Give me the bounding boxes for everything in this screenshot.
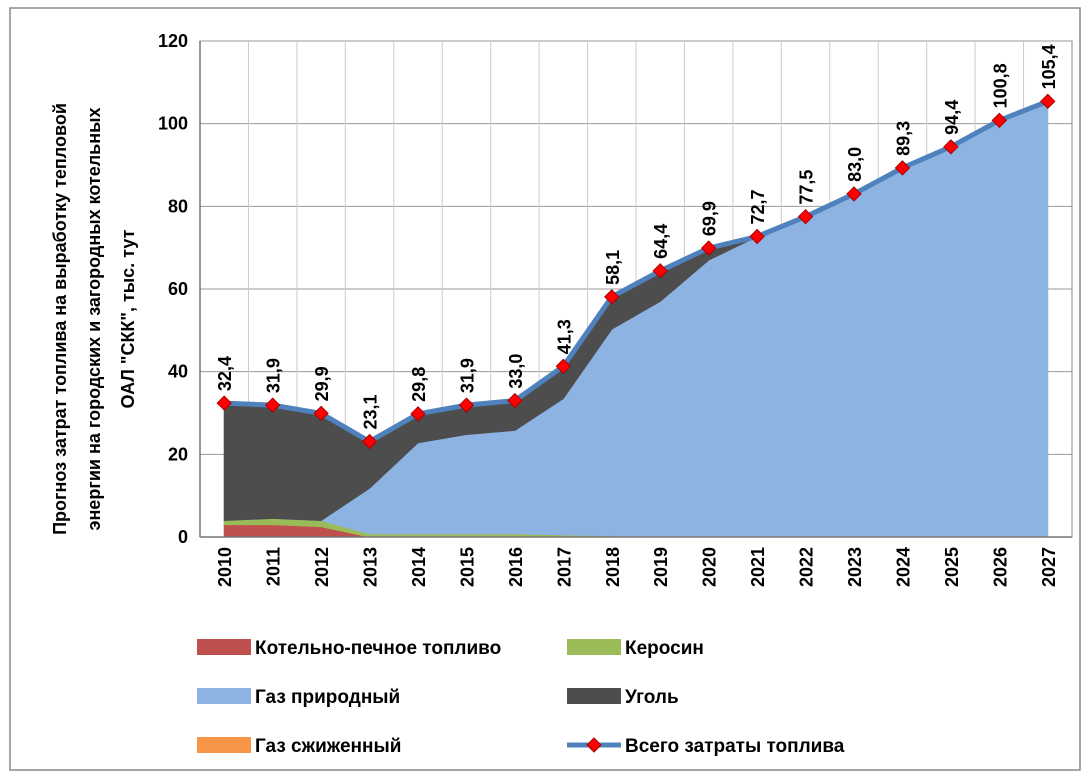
legend-label: Уголь bbox=[625, 687, 679, 708]
x-tick-label: 2010 bbox=[215, 547, 235, 587]
marker bbox=[507, 392, 523, 409]
data-label: 32,4 bbox=[215, 356, 235, 391]
x-tick-label: 2022 bbox=[797, 547, 817, 587]
y-tick-label: 60 bbox=[168, 279, 188, 299]
data-label: 77,5 bbox=[797, 170, 817, 205]
y-tick-label: 80 bbox=[168, 196, 188, 216]
data-label: 89,3 bbox=[893, 121, 913, 156]
marker bbox=[894, 160, 911, 176]
x-tick-label: 2017 bbox=[554, 547, 574, 587]
marker bbox=[943, 139, 959, 155]
x-tick-label: 2011 bbox=[264, 547, 284, 586]
y-tick-label: 20 bbox=[168, 444, 188, 464]
x-tick-label: 2026 bbox=[990, 547, 1010, 587]
x-tick-label: 2019 bbox=[651, 547, 671, 587]
data-label: 100,8 bbox=[990, 63, 1010, 108]
x-tick-label: 2020 bbox=[700, 547, 720, 587]
y-axis-title: ОАЛ "СКК", тыс. тут bbox=[118, 229, 138, 408]
legend-label: Газ сжиженный bbox=[255, 736, 401, 757]
legend-label: Газ природный bbox=[255, 687, 400, 708]
x-tick-label: 2018 bbox=[603, 547, 623, 587]
x-tick-label: 2015 bbox=[457, 547, 477, 587]
y-tick-label: 0 bbox=[178, 527, 188, 547]
x-tick-label: 2021 bbox=[748, 547, 768, 587]
marker bbox=[1040, 93, 1056, 110]
marker bbox=[604, 289, 620, 305]
legend-swatch bbox=[197, 737, 251, 753]
x-tick-label: 2024 bbox=[893, 547, 913, 587]
marker bbox=[264, 397, 281, 413]
data-label: 29,8 bbox=[409, 367, 429, 402]
legend-label: Керосин bbox=[625, 638, 704, 659]
y-axis-title: Прогноз затрат топлива на выработку тепл… bbox=[50, 103, 70, 535]
data-label: 29,9 bbox=[312, 366, 332, 401]
x-tick-label: 2013 bbox=[361, 547, 381, 587]
y-tick-label: 120 bbox=[158, 31, 188, 51]
data-label: 23,1 bbox=[361, 394, 381, 429]
data-label: 94,4 bbox=[942, 100, 962, 135]
x-tick-label: 2012 bbox=[312, 547, 332, 587]
marker bbox=[749, 228, 765, 245]
data-label: 58,1 bbox=[603, 250, 623, 285]
legend-swatch bbox=[197, 639, 251, 655]
legend-label: Всего затраты топлива bbox=[625, 736, 845, 757]
legend-label: Котельно-печное топливо bbox=[255, 638, 501, 659]
y-tick-label: 40 bbox=[168, 362, 188, 382]
marker bbox=[991, 112, 1008, 129]
marker bbox=[216, 395, 232, 411]
marker bbox=[700, 240, 717, 256]
marker bbox=[797, 208, 814, 225]
data-label: 33,0 bbox=[506, 354, 526, 389]
marker bbox=[361, 433, 378, 450]
data-label: 41,3 bbox=[554, 319, 574, 354]
data-label: 31,9 bbox=[457, 358, 477, 393]
x-tick-label: 2023 bbox=[845, 547, 865, 587]
marker bbox=[410, 406, 426, 422]
marker bbox=[458, 397, 475, 413]
legend-marker bbox=[586, 737, 602, 753]
data-label: 105,4 bbox=[1039, 44, 1059, 89]
x-tick-label: 2025 bbox=[942, 547, 962, 587]
data-label: 72,7 bbox=[748, 189, 768, 224]
marker bbox=[313, 405, 329, 422]
legend-swatch bbox=[197, 688, 251, 704]
data-label: 83,0 bbox=[845, 147, 865, 182]
x-tick-label: 2016 bbox=[506, 547, 526, 587]
marker bbox=[846, 186, 862, 202]
legend-swatch bbox=[567, 688, 621, 704]
legend-swatch bbox=[567, 639, 621, 655]
x-tick-label: 2027 bbox=[1039, 547, 1059, 587]
y-tick-label: 100 bbox=[158, 114, 188, 134]
data-label: 31,9 bbox=[264, 358, 284, 393]
x-tick-label: 2014 bbox=[409, 547, 429, 587]
y-axis-title: энергии на городских и загородных котель… bbox=[84, 108, 104, 531]
data-label: 64,4 bbox=[651, 224, 671, 259]
total-line bbox=[224, 99, 1049, 445]
marker bbox=[555, 358, 572, 375]
marker bbox=[652, 263, 668, 279]
data-label: 69,9 bbox=[700, 201, 720, 236]
